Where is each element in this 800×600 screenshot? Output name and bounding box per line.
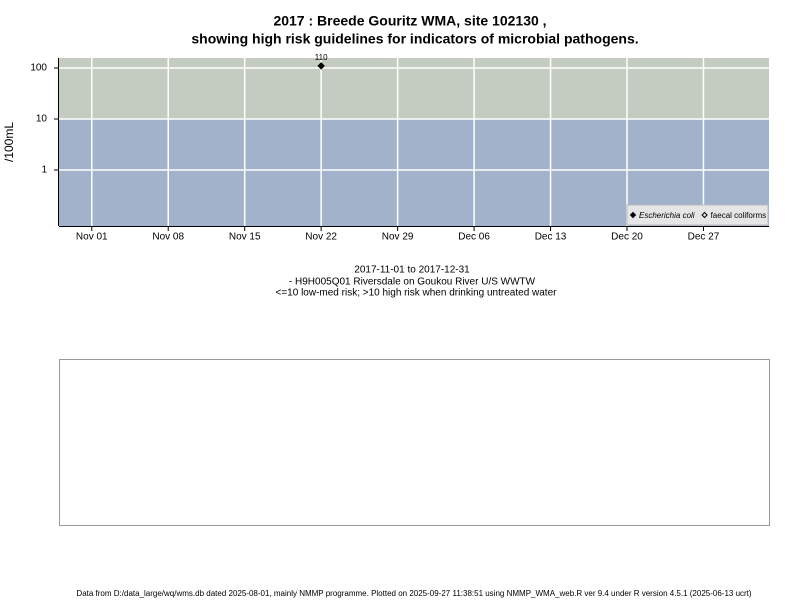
x-tick-label: Nov 15 [229,232,261,243]
y-axis-label: /100mL [2,122,16,162]
note: 2017-11-01 to 2017-12-31 [354,265,470,276]
empty-panel [59,359,770,526]
y-tick-label: 10 [36,114,48,125]
legend [626,204,769,226]
x-tick-label: Nov 01 [76,232,108,243]
chart-title: showing high risk guidelines for indicat… [191,31,638,47]
x-tick-label: Dec 06 [458,232,490,243]
high-risk-band [59,58,769,120]
legend-label: Escherichia coli [639,211,695,220]
point [317,62,325,70]
y-tick-label: 1 [41,165,47,176]
legend-marker [629,211,637,219]
x-tick-label: Dec 27 [688,232,720,243]
footer: Data from D:/data_large/wq/wms.db dated … [76,589,751,598]
note: - H9H005Q01 Riversdale on Goukou River U… [289,277,536,288]
data-label: 110 [315,53,328,62]
x-tick-label: Nov 29 [382,232,414,243]
y-tick-label: 100 [30,63,47,74]
x-tick-label: Dec 20 [611,232,643,243]
x-tick-label: Nov 08 [152,232,184,243]
x-tick-label: Nov 22 [305,232,337,243]
note: <=10 low-med risk; >10 high risk when dr… [276,288,558,299]
chart-title: 2017 : Breede Gouritz WMA, site 102130 , [273,13,546,29]
legend-marker [701,211,708,219]
x-tick-label: Dec 13 [535,232,567,243]
legend-label: faecal coliforms [711,211,767,220]
